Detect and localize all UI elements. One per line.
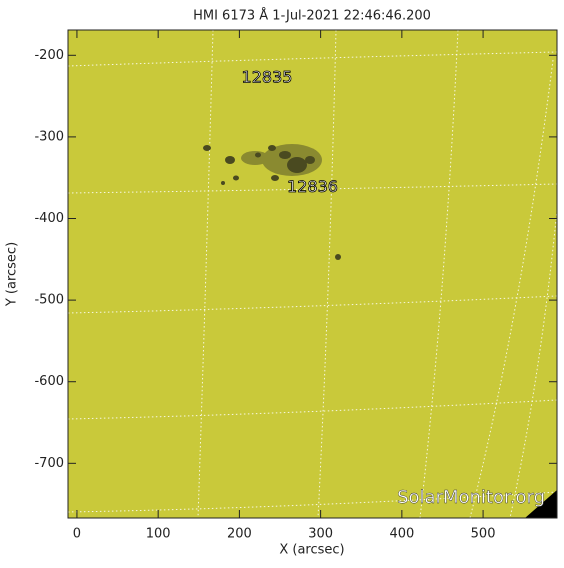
y-axis-label: Y (arcsec) <box>5 242 20 307</box>
y-tick-label: -500 <box>34 293 64 308</box>
x-tick-label: 0 <box>73 527 81 542</box>
x-axis-label: X (arcsec) <box>279 543 344 558</box>
image-features <box>68 30 557 518</box>
region-label: 12835 <box>242 68 293 87</box>
y-tick-label: -600 <box>34 374 64 389</box>
y-tick-label: -300 <box>34 129 64 144</box>
x-tick-label: 300 <box>308 527 333 542</box>
x-tick-label: 500 <box>471 527 496 542</box>
solar-image <box>68 30 557 518</box>
region-label: 12836 <box>287 177 338 196</box>
x-tick-label: 200 <box>227 527 252 542</box>
y-tick-label: -200 <box>34 48 64 63</box>
watermark: SolarMonitor.org <box>397 487 545 508</box>
x-tick-label: 400 <box>389 527 414 542</box>
chart-title: HMI 6173 Å 1-Jul-2021 22:46:46.200 <box>193 8 431 24</box>
x-tick-label: 100 <box>146 527 171 542</box>
y-tick-label: -400 <box>34 211 64 226</box>
y-tick-label: -700 <box>34 456 64 471</box>
plot-frame <box>67 29 558 519</box>
